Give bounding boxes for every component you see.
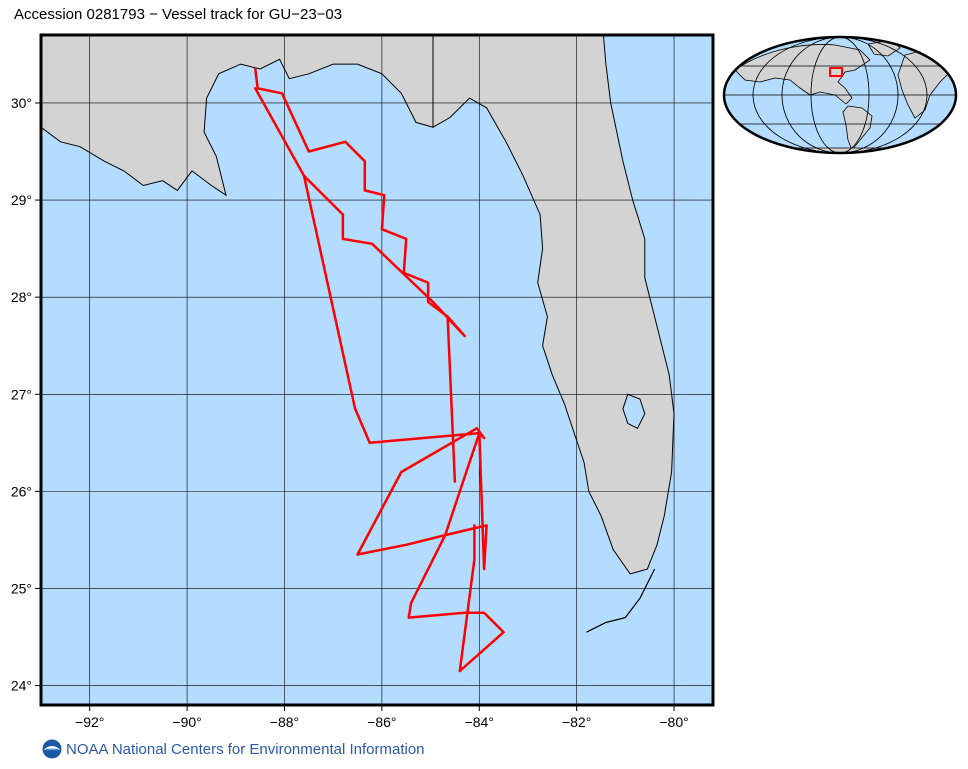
map-title: Accession 0281793 − Vessel track for GU−… [14,6,343,23]
globe-region-highlight [829,67,843,77]
globe-north-america [734,44,871,105]
x-tick-label: −88° [270,714,299,730]
globe-south-america [842,105,873,151]
y-tick-label: 24° [11,678,32,694]
y-tick-label: 27° [11,386,32,402]
x-tick-label: −90° [172,714,201,730]
florida-peninsula [432,35,675,575]
vessel-track-line [254,67,505,673]
longitude-axis: −92° −90° −88° −86° −84° −82° −80° [75,705,689,730]
noaa-logo-icon [42,739,62,759]
org-name: NOAA National Centers for Environmental … [66,740,425,758]
y-tick-label: 26° [11,483,32,499]
y-tick-label: 29° [11,192,32,208]
x-tick-label: −84° [465,714,494,730]
x-tick-label: −80° [659,714,688,730]
y-tick-label: 25° [11,580,32,596]
y-tick-label: 28° [11,289,32,305]
graticule-grid [41,35,713,705]
footer-credit: NOAA National Centers for Environmental … [42,738,425,760]
world-locator-globe [722,35,958,155]
x-tick-label: −86° [367,714,396,730]
x-tick-label: −92° [75,714,104,730]
latitude-axis: 30° 29° 28° 27° 26° 25° 24° [11,95,41,694]
x-tick-label: −82° [562,714,591,730]
y-tick-label: 30° [11,95,32,111]
map-frame [39,33,715,707]
lake-okeechobee [622,393,646,429]
